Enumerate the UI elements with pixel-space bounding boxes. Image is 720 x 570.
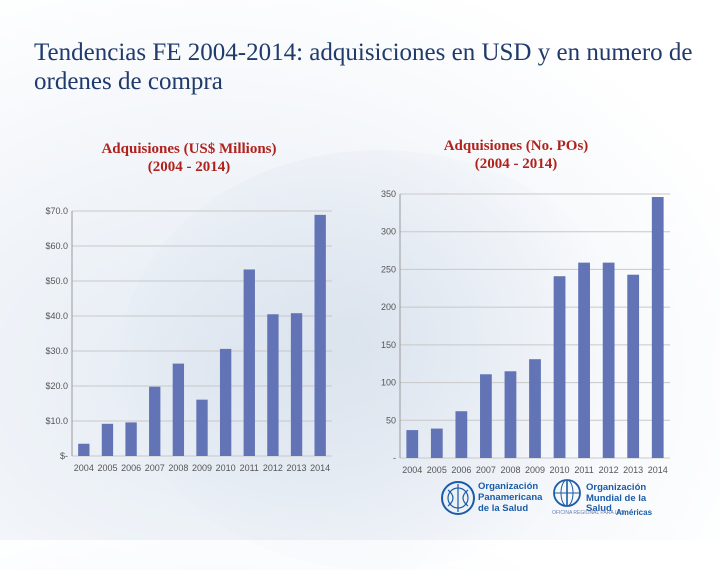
paho-name-line1: Organización [478, 481, 539, 492]
chart2-bar-2009 [529, 359, 541, 458]
chart1-xtick-label: 2014 [310, 463, 330, 473]
chart1-xtick-label: 2013 [287, 463, 307, 473]
chart1-bar-2014 [314, 214, 326, 456]
chart2-xtick-label: 2011 [574, 465, 593, 475]
chart1-ytick-label: $30.0 [45, 346, 68, 356]
chart2-ytick-label: 300 [381, 227, 396, 237]
chart2-bar-2010 [553, 276, 566, 458]
chart2-bar-2014 [651, 197, 664, 458]
who-name-line1: Organización [586, 482, 647, 493]
usd-bar-chart: $- $10.0 $20.0 $30.0 $40.0 $50.0 $60.0 $70.0 200… [45, 206, 332, 473]
chart1-xtick-label: 2008 [168, 463, 188, 473]
chart2-title-line1: Adquisiones (No. POs) [443, 138, 589, 154]
chart1-ytick-label: $70.0 [45, 206, 68, 216]
chart1-ytick-label: $50.0 [45, 276, 68, 286]
who-emblem-icon [553, 479, 581, 507]
chart1-title: Adquisiones (US$ Millions) (2004 - 2014) [58, 140, 320, 176]
chart2-bar-2007 [480, 374, 492, 458]
chart1-bar-2013 [290, 313, 303, 456]
chart2-xtick-label: 2013 [623, 465, 643, 475]
chart1-title-line2: (2004 - 2014) [147, 159, 231, 175]
who-logo: Organización Mundial de la Salud OFICINA… [552, 478, 670, 520]
chart1-bar-2007 [149, 386, 161, 456]
chart2-bar-2008 [504, 371, 517, 458]
chart2-xtick-label: 2006 [451, 465, 471, 475]
chart2-ytick-label: - [393, 453, 396, 463]
chart2-ytick-label: 150 [381, 340, 396, 350]
chart2-bar-2005 [430, 428, 443, 458]
slide-title: Tendencias FE 2004-2014: adquisiciones e… [34, 39, 693, 95]
chart1-ytick-label: $40.0 [45, 311, 68, 321]
background-globe [120, 150, 640, 570]
chart1-ytick-label: $60.0 [45, 241, 68, 251]
chart1-bar-2008 [172, 363, 185, 456]
chart2-xtick-label: 2009 [525, 465, 545, 475]
chart1-bar-2009 [196, 399, 208, 456]
chart2-ytick-label: 200 [381, 302, 396, 312]
chart1-xtick-label: 2012 [263, 463, 283, 473]
who-region-name: Américas [616, 508, 653, 517]
chart2-xtick-label: 2007 [476, 465, 496, 475]
chart2-xtick-label: 2014 [648, 465, 668, 475]
chart1-bar-2012 [267, 314, 279, 456]
chart1-xtick-label: 2006 [121, 463, 141, 473]
chart1-ytick-label: $- [60, 451, 68, 461]
paho-logo: Organización Panamericana de la Salud [440, 478, 550, 520]
chart1-ytick-label: $20.0 [45, 381, 68, 391]
chart2-xtick-label: 2008 [500, 465, 520, 475]
chart1-bar-2010 [219, 348, 232, 456]
chart2-xtick-label: 2010 [550, 465, 570, 475]
chart1-ytick-label: $10.0 [45, 416, 68, 426]
chart1-xtick-label: 2011 [240, 463, 259, 473]
chart2-xtick-label: 2004 [402, 465, 422, 475]
chart2-bar-2004 [406, 430, 419, 458]
chart2-title: Adquisiones (No. POs) (2004 - 2014) [400, 137, 632, 173]
chart1-xtick-label: 2004 [74, 463, 94, 473]
chart1-xtick-label: 2005 [97, 463, 117, 473]
chart2-ytick-label: 350 [381, 189, 396, 199]
who-regional-office: OFICINA REGIONAL PARA LAS [552, 510, 625, 516]
chart1-xtick-label: 2007 [145, 463, 165, 473]
chart2-title-line2: (2004 - 2014) [474, 156, 558, 172]
chart2-bar-2013 [627, 274, 640, 458]
chart1-bar-2004 [78, 443, 90, 456]
chart2-bar-2011 [578, 262, 590, 458]
chart2-ytick-label: 50 [386, 415, 396, 425]
chart1-bar-2011 [243, 269, 255, 456]
chart2-bar-2012 [602, 262, 615, 458]
paho-name-line3: de la Salud [478, 503, 529, 514]
chart2-xtick-label: 2005 [427, 465, 447, 475]
chart1-title-line1: Adquisiones (US$ Millions) [101, 141, 277, 157]
chart1-xtick-label: 2009 [192, 463, 212, 473]
chart2-xtick-label: 2012 [599, 465, 619, 475]
chart2-ytick-label: 100 [381, 378, 396, 388]
chart2-bar-2006 [455, 411, 468, 458]
chart1-bar-2005 [101, 423, 114, 456]
chart1-xtick-label: 2010 [216, 463, 236, 473]
po-count-bar-chart: - 50 100 150 200 250 300 350 2004 2005 2006 2007 200… [381, 189, 670, 475]
paho-emblem-icon [441, 481, 475, 515]
who-name-line2: Mundial de la Salud [586, 493, 647, 514]
chart2-ytick-label: 250 [381, 264, 396, 274]
chart1-bar-2006 [125, 422, 137, 456]
paho-name-line2: Panamericana [478, 492, 543, 503]
